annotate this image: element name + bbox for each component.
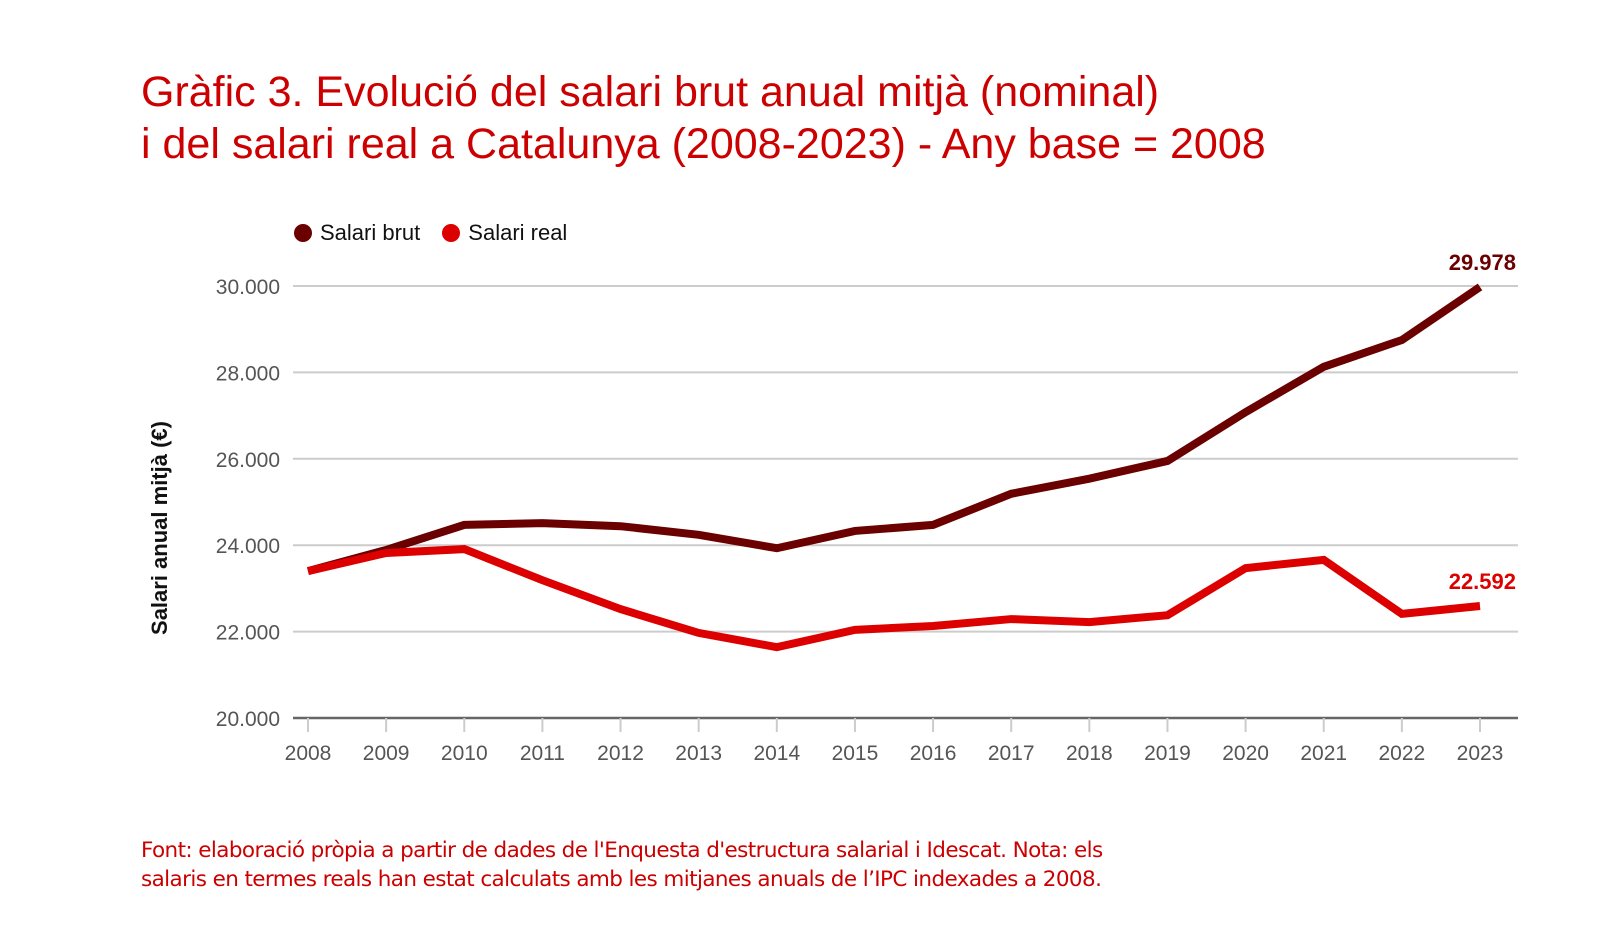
legend-marker-salari-real <box>442 224 461 242</box>
x-tick-label: 2018 <box>1066 742 1113 765</box>
y-tick-label: 26.000 <box>216 449 280 472</box>
legend-label-salari-real: Salari real <box>468 220 568 245</box>
x-tick-label: 2009 <box>363 742 410 765</box>
chart-legend: Salari brut Salari real <box>294 220 589 246</box>
x-tick-label: 2016 <box>910 742 957 765</box>
x-tick-label: 2014 <box>753 742 800 765</box>
x-tick-label: 2023 <box>1457 742 1504 765</box>
legend-item-salari-brut: Salari brut <box>294 220 420 246</box>
data-label-end-salari-real: 22.592 <box>1449 569 1516 594</box>
x-tick-label: 2012 <box>597 742 644 765</box>
x-tick-label: 2022 <box>1379 742 1426 765</box>
legend-marker-salari-brut <box>294 224 312 242</box>
footnote-line-2: salaris en termes reals han estat calcul… <box>141 867 1102 892</box>
series-line-salari-real <box>307 545 1481 652</box>
x-tick-label: 2010 <box>441 742 488 765</box>
y-tick-label: 30.000 <box>216 276 280 299</box>
footnote: Font: elaboració pròpia a partir de dade… <box>141 836 1103 894</box>
legend-item-salari-real: Salari real <box>442 220 567 246</box>
legend-label-salari-brut: Salari brut <box>320 220 421 245</box>
x-tick-label: 2015 <box>832 742 879 765</box>
y-tick-label: 20.000 <box>216 708 280 731</box>
chart-title-line-1: Gràfic 3. Evolució del salari brut anual… <box>141 68 1160 116</box>
x-tick-label: 2008 <box>285 742 332 765</box>
x-tick-label: 2013 <box>675 742 722 765</box>
chart-title: Gràfic 3. Evolució del salari brut anual… <box>141 66 1266 170</box>
x-tick-label: 2021 <box>1300 742 1347 765</box>
x-tick-label: 2020 <box>1222 742 1269 765</box>
x-tick-label: 2017 <box>988 742 1035 765</box>
y-tick-label: 22.000 <box>216 622 280 645</box>
x-tick-label: 2011 <box>520 742 565 765</box>
chart-title-line-2: i del salari real a Catalunya (2008-2023… <box>141 120 1266 168</box>
footnote-line-1: Font: elaboració pròpia a partir de dade… <box>141 838 1103 863</box>
y-tick-label: 24.000 <box>216 535 280 558</box>
data-label-end-salari-brut: 29.978 <box>1449 250 1516 275</box>
y-tick-label: 28.000 <box>216 362 280 385</box>
series-line-salari-brut <box>306 283 1483 575</box>
x-tick-label: 2019 <box>1144 742 1191 765</box>
